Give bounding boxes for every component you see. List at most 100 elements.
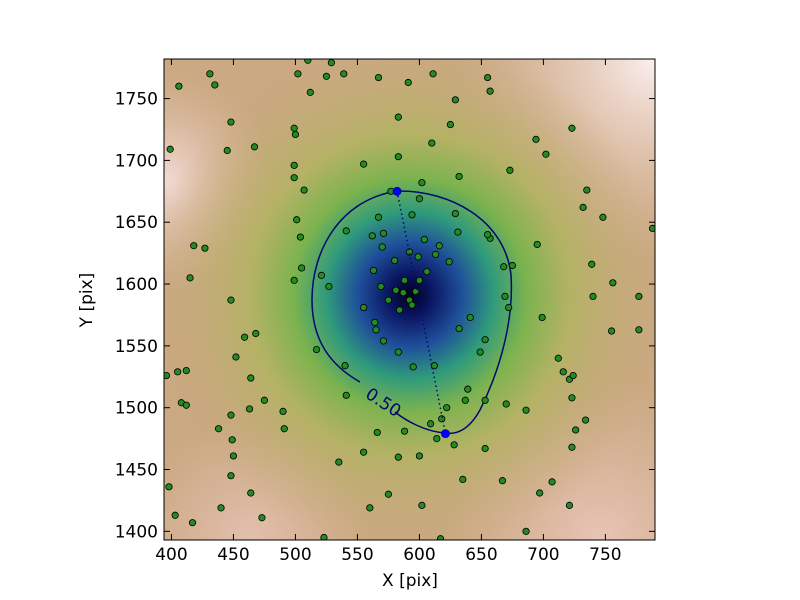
point [369, 266, 378, 275]
endpoint [441, 429, 450, 439]
plot-frame [163, 58, 656, 541]
point [360, 160, 368, 168]
point [568, 443, 576, 451]
point [405, 248, 414, 256]
point [300, 186, 308, 194]
point [372, 326, 380, 334]
x-tick-label: 450 [217, 545, 249, 565]
point [445, 258, 453, 266]
point [484, 73, 492, 82]
point [260, 396, 269, 404]
point [481, 444, 489, 453]
point [466, 313, 474, 322]
point [229, 452, 238, 460]
point [548, 478, 556, 486]
point [486, 87, 494, 95]
point [484, 230, 492, 239]
point [188, 519, 197, 527]
point [423, 268, 431, 276]
x-axis-label: X [pix] [382, 571, 438, 591]
point [476, 348, 484, 356]
point [374, 73, 383, 82]
y-tick-label: 1500 [115, 399, 158, 419]
point [431, 250, 440, 258]
point [384, 296, 393, 304]
point [433, 435, 441, 443]
point [418, 501, 426, 509]
point [581, 416, 590, 424]
point [228, 436, 236, 444]
point [290, 124, 298, 132]
y-tick-label: 1400 [115, 522, 158, 542]
point [532, 135, 540, 143]
point [394, 348, 402, 356]
point [182, 366, 190, 375]
point [438, 415, 446, 423]
point [247, 489, 255, 497]
point [227, 411, 235, 419]
point [247, 374, 255, 382]
point [533, 240, 541, 249]
x-tick-label: 550 [341, 545, 373, 565]
point [214, 425, 223, 433]
point [290, 276, 298, 284]
x-tick-label: 750 [589, 545, 621, 565]
point [446, 120, 455, 129]
y-axis-label: Y [pix] [77, 273, 97, 329]
point [536, 489, 544, 497]
point [165, 483, 173, 491]
point [201, 244, 209, 252]
y-tick-label: 1450 [115, 461, 158, 481]
connector [396, 191, 447, 434]
x-tick-label: 500 [279, 545, 311, 565]
y-tick-label: 1650 [115, 213, 158, 233]
point [371, 318, 379, 326]
point [320, 533, 328, 540]
point [455, 324, 463, 333]
x-tick-label: 700 [527, 545, 559, 565]
points [164, 59, 655, 540]
point [223, 146, 231, 155]
point [435, 242, 443, 250]
point [391, 256, 399, 265]
point [335, 458, 343, 466]
point [400, 276, 409, 284]
point [572, 426, 580, 434]
point [461, 396, 469, 404]
point [360, 303, 368, 312]
point [400, 427, 409, 435]
point [481, 396, 489, 404]
point [583, 186, 591, 194]
point [542, 150, 550, 158]
point [502, 400, 510, 408]
point [415, 276, 424, 284]
point [312, 345, 321, 354]
point [174, 368, 182, 376]
point [232, 353, 240, 361]
point [377, 282, 385, 291]
point [171, 511, 179, 519]
point [443, 404, 451, 412]
point [559, 368, 567, 376]
point [379, 337, 388, 345]
point [408, 301, 416, 309]
point [394, 113, 402, 121]
point [366, 504, 374, 512]
point [420, 235, 428, 244]
point [206, 70, 214, 78]
point [450, 441, 458, 449]
point [635, 292, 643, 301]
point [374, 213, 383, 221]
point [322, 72, 331, 80]
point [404, 78, 412, 87]
point [227, 296, 235, 304]
point [378, 243, 386, 251]
point [554, 354, 562, 362]
point [186, 274, 194, 282]
point [250, 143, 259, 151]
y-tick-label: 1600 [115, 275, 158, 295]
point [451, 96, 459, 104]
point [394, 453, 402, 461]
point [568, 394, 576, 402]
